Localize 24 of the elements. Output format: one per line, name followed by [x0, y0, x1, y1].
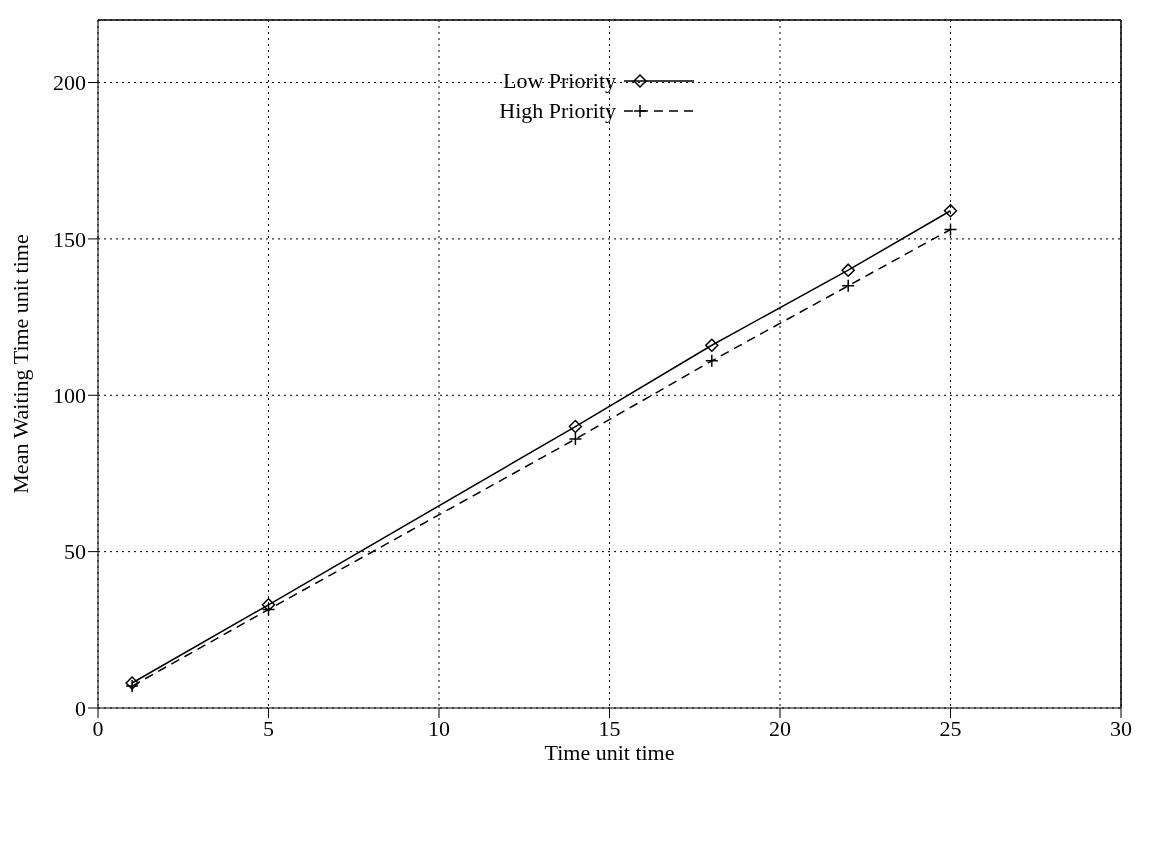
y-tick-label: 100	[53, 383, 86, 409]
y-axis-title: Mean Waiting Time unit time	[7, 234, 33, 494]
point	[943, 222, 958, 237]
legend-label: High Priority	[499, 98, 616, 123]
y-tick-label: 50	[64, 539, 86, 565]
y-tick-label: 200	[53, 70, 86, 96]
x-axis-title: Time unit time	[544, 740, 675, 765]
y-tick-label: 0	[75, 695, 86, 721]
legend-label: Low Priority	[502, 68, 616, 93]
point	[705, 338, 719, 352]
point	[841, 263, 855, 277]
point	[568, 419, 583, 434]
point	[261, 602, 276, 617]
point	[261, 598, 276, 612]
x-tick-label: 20	[769, 715, 791, 741]
point	[568, 432, 583, 446]
point	[943, 204, 958, 218]
y-tick-label: 150	[53, 226, 86, 252]
x-tick-label: 10	[428, 715, 450, 741]
x-tick-label: 5	[263, 715, 274, 741]
x-tick-label: 30	[1110, 715, 1132, 741]
x-tick-label: 15	[598, 715, 621, 741]
x-tick-label: 25	[939, 715, 962, 741]
x-tick-label: 0	[92, 715, 104, 741]
